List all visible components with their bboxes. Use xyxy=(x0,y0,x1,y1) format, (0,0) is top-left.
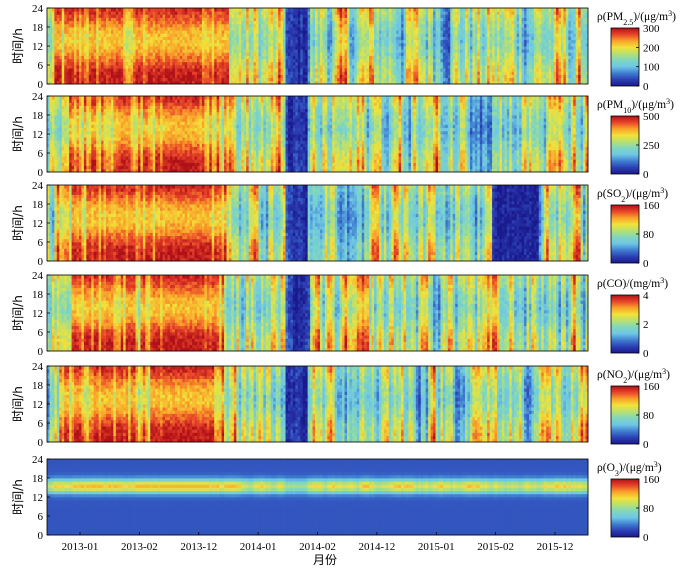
x-tick-label: 2014-02 xyxy=(299,541,336,553)
x-tick-label: 2013-02 xyxy=(121,541,158,553)
y-tick-label: 12 xyxy=(32,129,43,141)
y-tick-label: 24 xyxy=(32,270,44,282)
colorbar-tick-label: 0 xyxy=(643,439,649,451)
x-tick-label: 2014-01 xyxy=(240,541,277,553)
y-tick-label: 24 xyxy=(32,3,44,15)
colorbar-tick-label: 80 xyxy=(643,410,655,422)
heatmap-cells xyxy=(47,275,588,351)
colorbar-tick-label: 200 xyxy=(643,42,660,54)
heatmap-cells xyxy=(47,185,588,261)
heatmap-cells xyxy=(47,459,588,535)
y-tick-label: 0 xyxy=(38,256,44,268)
colorbar-tick-label: 500 xyxy=(643,111,660,123)
colorbar-title: ρ(PM2.5)/(μg/m3) xyxy=(597,9,676,27)
colorbar-tick-label: 80 xyxy=(643,503,655,515)
y-tick-label: 18 xyxy=(32,199,44,211)
y-axis-label: 时间/h xyxy=(11,386,25,422)
y-tick-label: 6 xyxy=(38,148,44,160)
colorbar-tick-label: 0 xyxy=(643,81,649,93)
y-tick-label: 12 xyxy=(32,218,43,230)
y-tick-label: 6 xyxy=(38,327,44,339)
colorbar-tick-label: 2 xyxy=(643,319,649,331)
colorbar-tick-label: 0 xyxy=(643,532,649,544)
y-tick-label: 0 xyxy=(38,530,44,542)
heatmap-cells xyxy=(47,8,588,84)
y-tick-label: 6 xyxy=(38,237,44,249)
y-tick-label: 18 xyxy=(32,380,44,392)
x-axis-label: 月份 xyxy=(313,553,337,567)
heatmap-cells xyxy=(47,366,588,442)
y-tick-label: 24 xyxy=(32,454,44,466)
colorbar-tick-label: 160 xyxy=(643,200,660,212)
colorbar xyxy=(611,295,639,353)
colorbar-tick-label: 250 xyxy=(643,140,660,152)
y-axis-label: 时间/h xyxy=(11,295,25,331)
pollutant-heatmap-figure: 06121824时间/hρ(PM2.5)/(μg/m3)010020030006… xyxy=(0,0,700,570)
x-tick-label: 2015-02 xyxy=(477,541,514,553)
y-tick-label: 18 xyxy=(32,22,44,34)
colorbar xyxy=(611,205,639,263)
y-tick-label: 18 xyxy=(32,473,44,485)
x-tick-label: 2015-01 xyxy=(418,541,455,553)
y-tick-label: 18 xyxy=(32,289,44,301)
y-tick-label: 0 xyxy=(38,437,44,449)
colorbar-tick-label: 0 xyxy=(643,348,649,360)
y-axis-label: 时间/h xyxy=(11,479,25,515)
y-tick-label: 24 xyxy=(32,180,44,192)
panel-pm25: 0 6 12 18 24 时间/h ρ(PM2.5)/(μg/m3) 0 100 200 300 xyxy=(11,3,676,93)
panel-pm10: 0 6 12 18 24 时间/h ρ(PM10)/(μg/m3) 0 250 500 xyxy=(11,91,674,181)
x-tick-label: 2013-01 xyxy=(62,541,99,553)
colorbar-tick-label: 4 xyxy=(643,290,649,302)
colorbar xyxy=(611,28,639,86)
heatmap-panels: 06121824时间/hρ(PM2.5)/(μg/m3)010020030006… xyxy=(11,3,676,544)
x-tick-label: 2014-12 xyxy=(359,541,396,553)
y-tick-label: 12 xyxy=(32,308,43,320)
colorbar-tick-label: 160 xyxy=(643,381,660,393)
y-tick-label: 24 xyxy=(32,91,44,103)
colorbar-tick-label: 160 xyxy=(643,474,660,486)
colorbar xyxy=(611,479,639,537)
colorbar-tick-label: 0 xyxy=(643,258,649,270)
colorbar xyxy=(611,116,639,174)
y-tick-label: 6 xyxy=(38,60,44,72)
y-tick-label: 12 xyxy=(32,399,43,411)
y-tick-label: 0 xyxy=(38,346,44,358)
y-tick-label: 12 xyxy=(32,492,43,504)
colorbar-tick-label: 300 xyxy=(643,23,660,35)
colorbar-tick-label: 80 xyxy=(643,229,655,241)
y-tick-label: 12 xyxy=(32,41,43,53)
colorbar-tick-label: 100 xyxy=(643,62,660,74)
y-axis-label: 时间/h xyxy=(11,205,25,241)
x-tick-label: 2013-12 xyxy=(180,541,217,553)
y-tick-label: 6 xyxy=(38,511,44,523)
colorbar xyxy=(611,386,639,444)
y-tick-label: 24 xyxy=(32,361,44,373)
y-axis-label: 时间/h xyxy=(11,28,25,64)
y-tick-label: 0 xyxy=(38,79,44,91)
y-tick-label: 18 xyxy=(32,110,44,122)
colorbar-title: ρ(CO)/(mg/m3) xyxy=(597,276,668,291)
colorbar-title: ρ(PM10)/(μg/m3) xyxy=(597,97,674,115)
y-tick-label: 6 xyxy=(38,418,44,430)
y-tick-label: 0 xyxy=(38,167,44,179)
y-axis-label: 时间/h xyxy=(11,116,25,152)
colorbar-tick-label: 0 xyxy=(643,169,649,181)
heatmap-cells xyxy=(47,96,588,172)
x-tick-label: 2015-12 xyxy=(537,541,574,553)
